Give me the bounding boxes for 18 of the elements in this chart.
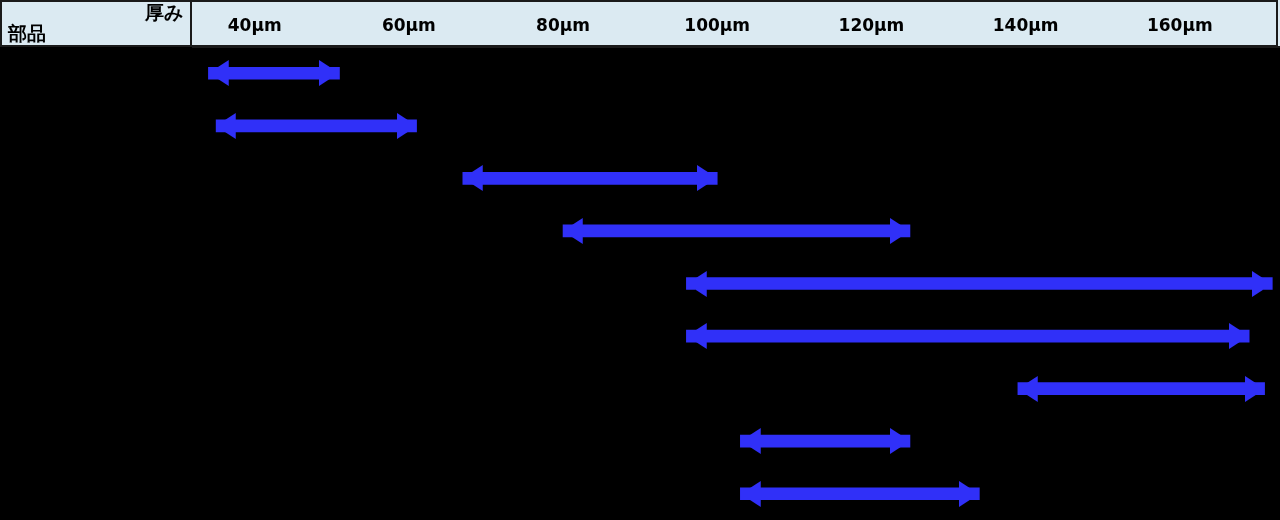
bar: [462, 172, 718, 185]
bar: [740, 487, 980, 501]
bar: [740, 434, 911, 448]
x-tick-label: 100μm: [684, 15, 751, 36]
x-axis-title: 厚み: [144, 1, 183, 24]
x-tick-label: 40μm: [227, 15, 282, 36]
text: 部品: [7, 22, 46, 45]
x-tick-label: 80μm: [536, 15, 590, 36]
bar: [562, 224, 911, 238]
x-tick-label: 60μm: [381, 15, 436, 36]
x-tick-label: 140μm: [992, 15, 1059, 36]
x-tick-label: 120μm: [838, 15, 905, 36]
bar: [208, 66, 340, 80]
x-tick-label: 160μm: [1146, 15, 1213, 36]
bar: [215, 119, 417, 133]
bar: [1017, 382, 1265, 395]
bar: [686, 329, 1250, 343]
bar: [686, 277, 1273, 290]
